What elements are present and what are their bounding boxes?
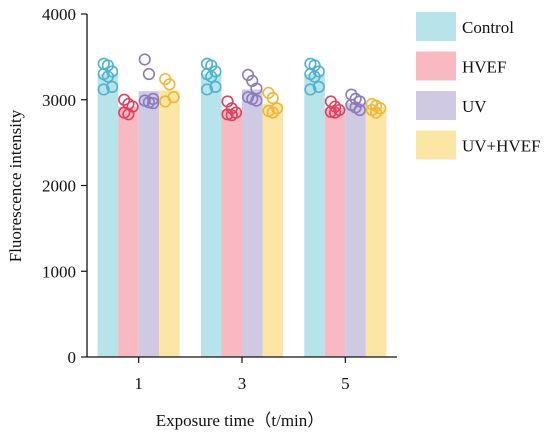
- legend: Control HVEF UV UV+HVEF: [416, 12, 541, 160]
- bar-hvef-1: [118, 106, 139, 357]
- data-point-control: [97, 83, 110, 96]
- legend-swatch: [416, 91, 456, 120]
- data-point-control: [101, 70, 115, 83]
- data-point-control: [209, 80, 222, 93]
- legend-label: UV+HVEF: [462, 137, 541, 156]
- data-point-uv: [250, 94, 263, 107]
- data-point-hvef: [118, 93, 131, 106]
- x-tick-label: 5: [341, 374, 350, 393]
- data-point-uv-hvef: [163, 78, 176, 91]
- bar-uv-hvef-5: [365, 107, 387, 357]
- y-tick-label: 0: [68, 348, 77, 367]
- data-point-uv-hvef: [266, 91, 279, 105]
- y-tick-label: 3000: [42, 91, 76, 110]
- legend-swatch: [416, 12, 456, 41]
- bar-control-5: [304, 74, 325, 358]
- data-point-hvef: [122, 108, 135, 121]
- y-tick-label: 4000: [42, 5, 76, 24]
- legend-label: HVEF: [462, 58, 506, 77]
- y-tick-label: 2000: [42, 177, 76, 196]
- legend-label: Control: [462, 18, 514, 37]
- data-point-uv: [138, 53, 151, 66]
- axes-layer: 1 3 5 0 1000 2000 3000 4000: [42, 5, 397, 393]
- data-point-uv: [250, 82, 263, 95]
- data-point-uv-hvef: [369, 106, 383, 119]
- data-point-hvef: [221, 95, 234, 108]
- data-point-uv: [142, 67, 156, 81]
- x-tick-label: 3: [238, 374, 247, 393]
- data-point-control: [106, 80, 119, 93]
- data-point-control: [308, 70, 321, 83]
- bar-uv-1: [138, 91, 160, 358]
- data-point-uv-hvef: [270, 102, 284, 115]
- bar-uv-3: [242, 89, 263, 358]
- data-point-hvef: [225, 109, 238, 122]
- data-point-hvef: [324, 105, 337, 118]
- data-point-uv: [142, 96, 156, 109]
- bars-layer: [97, 74, 387, 358]
- points-layer: [97, 53, 387, 122]
- bar-uv-hvef-1: [159, 90, 180, 357]
- data-point-control: [200, 83, 214, 96]
- bar-hvef-3: [221, 110, 242, 357]
- x-tick-label: 1: [134, 374, 143, 393]
- bar-control-3: [201, 74, 222, 358]
- data-point-hvef: [225, 102, 238, 115]
- data-point-uv-hvef: [266, 106, 279, 119]
- data-point-uv-hvef: [159, 95, 172, 108]
- legend-swatch: [416, 51, 456, 81]
- legend-swatch: [416, 130, 456, 160]
- x-axis-label: Exposure time（t/min）: [156, 411, 325, 430]
- data-point-control: [205, 70, 218, 83]
- data-point-hvef: [221, 108, 234, 121]
- bar-hvef-5: [324, 108, 346, 357]
- bar-control-1: [97, 74, 119, 358]
- y-axis-label: Fluorescence intensity: [6, 109, 25, 262]
- legend-label: UV: [462, 97, 487, 116]
- y-tick-label: 1000: [42, 262, 76, 281]
- data-point-uv-hvef: [374, 102, 387, 115]
- data-point-control: [312, 80, 325, 93]
- data-point-hvef: [328, 106, 342, 119]
- data-point-uv: [241, 68, 255, 81]
- data-point-uv: [147, 97, 160, 110]
- data-point-control: [304, 83, 317, 96]
- data-point-uv: [353, 103, 366, 117]
- bar-uv-5: [345, 103, 366, 358]
- bar-uv-hvef-3: [262, 104, 283, 357]
